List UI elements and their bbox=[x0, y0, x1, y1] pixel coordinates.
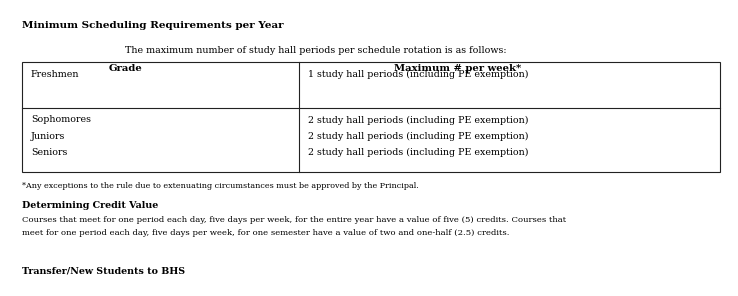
Text: Courses that meet for one period each day, five days per week, for the entire ye: Courses that meet for one period each da… bbox=[22, 216, 566, 224]
Text: 1 study hall periods (including PE exemption): 1 study hall periods (including PE exemp… bbox=[308, 70, 528, 79]
Text: Maximum # per week*: Maximum # per week* bbox=[394, 64, 521, 73]
Text: *Any exceptions to the rule due to extenuating circumstances must be approved by: *Any exceptions to the rule due to exten… bbox=[22, 182, 419, 190]
Text: 2 study hall periods (including PE exemption): 2 study hall periods (including PE exemp… bbox=[308, 148, 528, 157]
Text: 2 study hall periods (including PE exemption): 2 study hall periods (including PE exemp… bbox=[308, 132, 528, 141]
Text: Freshmen: Freshmen bbox=[31, 70, 80, 78]
Text: The maximum number of study hall periods per schedule rotation is as follows:: The maximum number of study hall periods… bbox=[125, 46, 507, 55]
Text: Seniors: Seniors bbox=[31, 148, 67, 157]
Text: 2 study hall periods (including PE exemption): 2 study hall periods (including PE exemp… bbox=[308, 115, 528, 125]
Text: Determining Credit Value: Determining Credit Value bbox=[22, 201, 159, 210]
Text: Grade: Grade bbox=[108, 64, 142, 73]
Text: Juniors: Juniors bbox=[31, 132, 66, 141]
Text: Sophomores: Sophomores bbox=[31, 115, 91, 124]
Text: Transfer/New Students to BHS: Transfer/New Students to BHS bbox=[22, 266, 185, 275]
Text: Minimum Scheduling Requirements per Year: Minimum Scheduling Requirements per Year bbox=[22, 21, 284, 30]
Text: meet for one period each day, five days per week, for one semester have a value : meet for one period each day, five days … bbox=[22, 229, 510, 237]
